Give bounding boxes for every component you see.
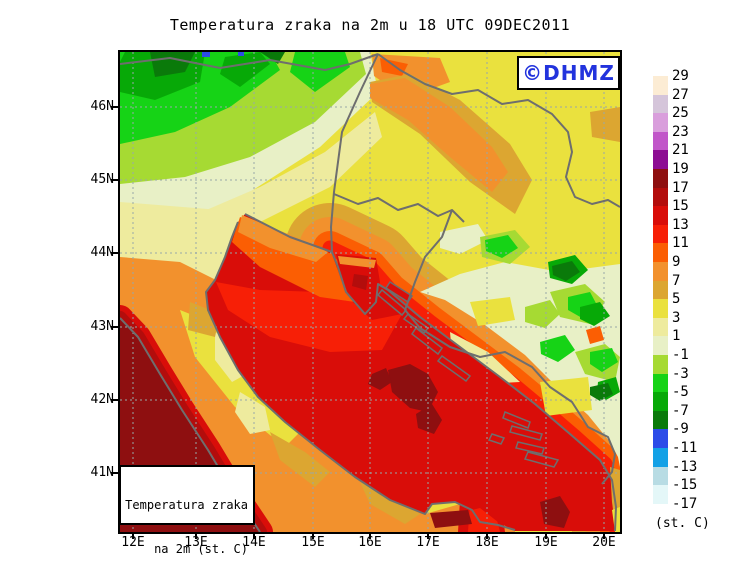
- colorbar-swatch-palesteel: [653, 466, 668, 486]
- colorbar-label: 25: [672, 105, 689, 122]
- colorbar-label: -3: [672, 365, 689, 382]
- colorbar-swatch-maroon: [653, 169, 668, 189]
- map-frame: [118, 50, 622, 534]
- colorbar-label: 15: [672, 198, 689, 215]
- colorbar-swatch-purple: [653, 150, 668, 170]
- lat-label-43n: 43N: [90, 319, 114, 334]
- lon-label-12e: 12E: [121, 535, 145, 550]
- lon-label-13e: 13E: [184, 535, 208, 550]
- lon-tick: [369, 532, 371, 539]
- lat-tick: [111, 106, 118, 108]
- colorbar-swatch-blue: [653, 429, 668, 449]
- run-info-box: Temperatura zraka na 2m (st. C) start 00…: [119, 465, 255, 556]
- colorbar-swatch-azure: [653, 448, 668, 468]
- lon-tick: [312, 532, 314, 539]
- colorbar-label: -15: [672, 477, 698, 494]
- info-line-2: na 2m (st. C): [154, 541, 248, 556]
- lon-tick: [545, 532, 547, 539]
- colorbar-swatch-brightgreen: [653, 373, 668, 393]
- colorbar-label: 17: [672, 179, 689, 196]
- colorbar-swatch-yellow: [653, 299, 668, 319]
- lat-tick: [111, 399, 118, 401]
- lon-label-19e: 19E: [534, 535, 558, 550]
- lon-tick: [195, 532, 197, 539]
- colorbar-label: 5: [672, 291, 681, 308]
- lat-tick: [111, 179, 118, 181]
- colorbar-label: -11: [672, 440, 698, 456]
- colorbar-label: 13: [672, 216, 689, 233]
- lon-label-16e: 16E: [358, 535, 382, 550]
- lat-tick: [111, 326, 118, 328]
- colorbar-swatch-goldenrod: [653, 280, 668, 300]
- colorbar-label: 11: [672, 235, 689, 252]
- colorbar-label: -5: [672, 384, 689, 401]
- colorbar-label: -13: [672, 458, 698, 475]
- colorbar: 29 27 25 23 21 19 17 15 13 11 9 7 5 3 1 -1 -3 -5 -7 -9 -11 -1…: [653, 68, 723, 536]
- lat-label-45n: 45N: [90, 172, 114, 187]
- colorbar-swatch-paleyellow: [653, 317, 668, 338]
- lon-tick: [253, 532, 255, 539]
- colorbar-swatch-magenta: [653, 131, 668, 152]
- colorbar-label: 9: [672, 254, 681, 270]
- colorbar-swatch-medgreen: [653, 392, 668, 412]
- page-title: Temperatura zraka na 2m u 18 UTC 09DEC20…: [169, 16, 571, 34]
- colorbar-label: 1: [672, 328, 681, 345]
- temperature-map: [120, 52, 620, 532]
- colorbar-label: -1: [672, 347, 689, 363]
- lat-label-46n: 46N: [90, 99, 114, 114]
- lon-label-18e: 18E: [475, 535, 499, 550]
- colorbar-swatch-lavender: [653, 94, 668, 114]
- lat-label-42n: 42N: [90, 392, 114, 407]
- colorbar-swatch-red: [653, 206, 668, 226]
- lon-tick: [132, 532, 134, 539]
- colorbar-label: 19: [672, 161, 689, 177]
- colorbar-label: 3: [672, 309, 681, 326]
- colorbar-label: 23: [672, 123, 689, 140]
- dhmz-logo-text: ©DHMZ: [522, 61, 615, 85]
- colorbar-swatch-darkgreen: [653, 410, 668, 431]
- colorbar-swatch-palecyan: [653, 485, 668, 505]
- colorbar-label: 7: [672, 272, 681, 289]
- colorbar-swatch-orangered: [653, 243, 668, 263]
- colorbar-swatch-orchid: [653, 113, 668, 133]
- lon-label-15e: 15E: [301, 535, 325, 550]
- info-line-1: Temperatura zraka: [125, 498, 248, 512]
- lon-label-20e: 20E: [592, 535, 616, 550]
- colorbar-swatch-yellowgreen: [653, 355, 668, 375]
- colorbar-label: 21: [672, 142, 689, 159]
- lat-tick: [111, 252, 118, 254]
- colorbar-label: -7: [672, 402, 689, 419]
- dhmz-watermark: ©DHMZ: [517, 56, 620, 90]
- colorbar-label: -17: [672, 495, 698, 512]
- colorbar-swatch-palegreen: [653, 336, 668, 356]
- colorbar-swatch-brightred: [653, 224, 668, 245]
- colorbar-swatch-cream: [653, 76, 668, 96]
- lat-label-41n: 41N: [90, 465, 114, 480]
- lat-tick: [111, 472, 118, 474]
- lat-label-44n: 44N: [90, 245, 114, 260]
- colorbar-swatch-orange: [653, 262, 668, 282]
- graticule: [120, 52, 620, 532]
- colorbar-swatch-darkred: [653, 187, 668, 207]
- lon-tick: [603, 532, 605, 539]
- lon-tick: [427, 532, 429, 539]
- lon-label-14e: 14E: [242, 535, 266, 550]
- lon-tick: [486, 532, 488, 539]
- colorbar-label: 27: [672, 86, 689, 103]
- lon-label-17e: 17E: [416, 535, 440, 550]
- colorbar-label: -9: [672, 421, 689, 438]
- colorbar-label: 29: [672, 68, 689, 84]
- colorbar-unit-label: (st. C): [655, 515, 710, 531]
